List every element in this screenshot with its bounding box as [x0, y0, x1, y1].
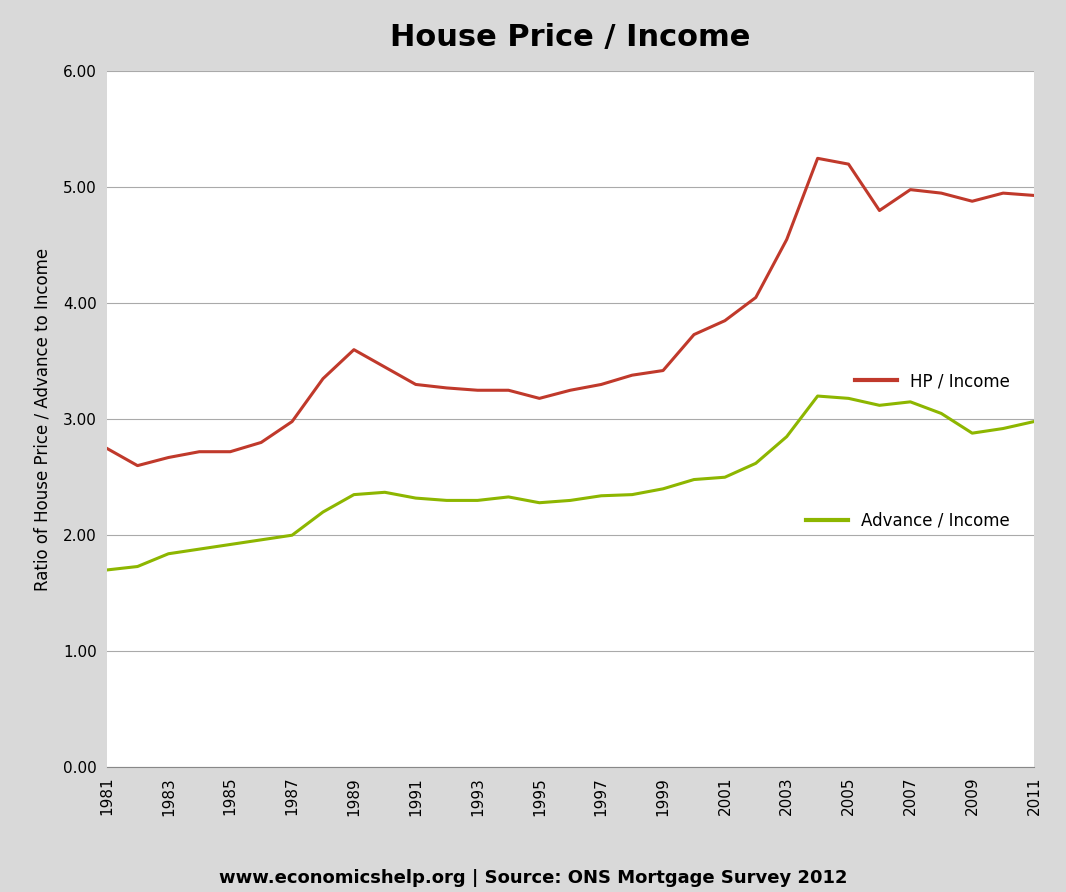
Title: House Price / Income: House Price / Income	[390, 23, 750, 53]
Legend: Advance / Income: Advance / Income	[800, 505, 1016, 536]
Text: www.economicshelp.org | Source: ONS Mortgage Survey 2012: www.economicshelp.org | Source: ONS Mort…	[219, 869, 847, 887]
Y-axis label: Ratio of House Price / Advance to Income: Ratio of House Price / Advance to Income	[34, 248, 52, 591]
